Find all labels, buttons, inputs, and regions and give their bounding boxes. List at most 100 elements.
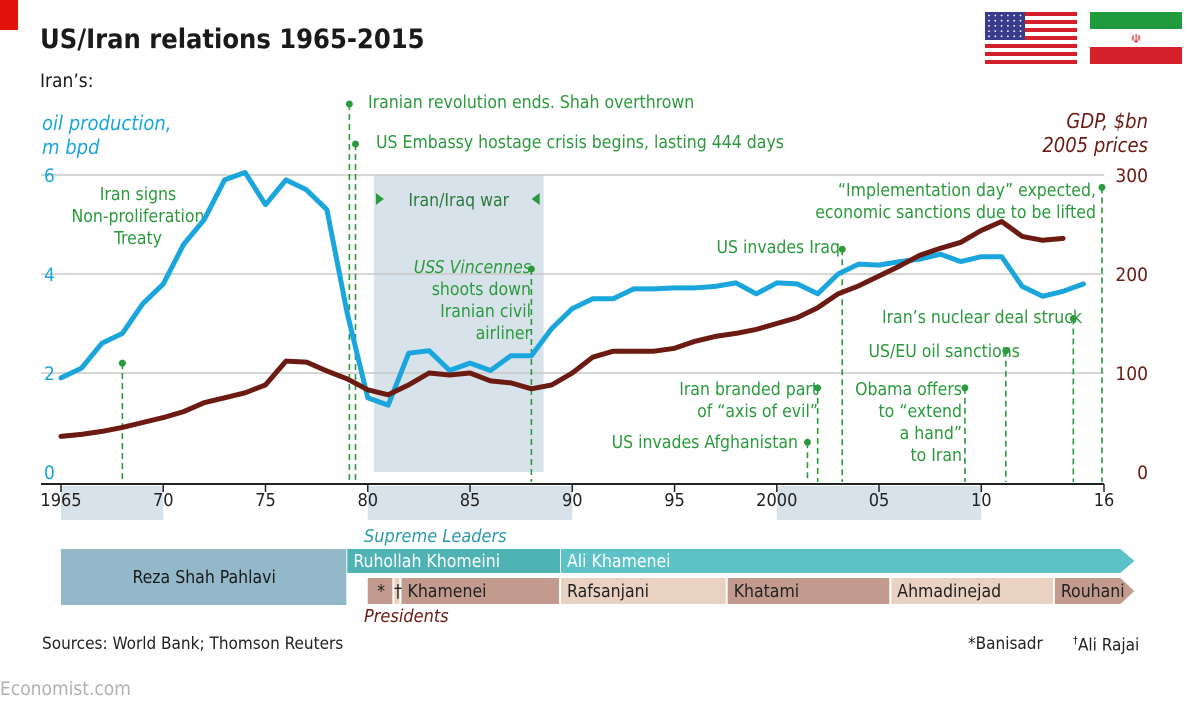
sources-note: Sources: World Bank; Thomson Reuters bbox=[42, 634, 344, 654]
left-axis-tick: 2 bbox=[44, 363, 55, 385]
flag-star bbox=[1000, 35, 1003, 38]
x-tick-label: 70 bbox=[153, 490, 174, 511]
event-dot bbox=[838, 245, 846, 253]
right-axis-tick: 200 bbox=[1115, 264, 1148, 286]
flag-star bbox=[988, 35, 990, 38]
war-label: Iran/Iraq war bbox=[408, 191, 509, 211]
president-bar bbox=[401, 578, 560, 604]
left-axis-tick: 0 bbox=[44, 462, 55, 484]
economist-brand: Economist.com bbox=[0, 678, 131, 700]
right-axis-tick: 0 bbox=[1137, 462, 1148, 484]
event-label: Iran’s nuclear deal struck bbox=[882, 308, 1083, 328]
president-label: Khatami bbox=[734, 582, 799, 602]
president-bar bbox=[1054, 578, 1135, 604]
x-tick-label: 16 bbox=[1094, 490, 1115, 511]
event-label: US/EU oil sanctions bbox=[868, 342, 1020, 362]
president-label: * bbox=[377, 582, 385, 602]
flag-star bbox=[994, 35, 997, 38]
flag-stripe bbox=[985, 48, 1077, 52]
shah-box bbox=[61, 549, 347, 605]
shah-label: Reza Shah Pahlavi bbox=[132, 568, 275, 588]
gdp-series-line bbox=[58, 219, 1066, 439]
flag-star bbox=[1019, 14, 1022, 17]
event-label: US invades Iraq bbox=[717, 238, 840, 258]
event-label: Obama offers bbox=[855, 380, 962, 400]
president-bar bbox=[561, 578, 726, 604]
left-axis-tick: 6 bbox=[44, 165, 55, 187]
flag-star bbox=[1019, 30, 1022, 32]
flag-star bbox=[994, 19, 997, 22]
flag-star bbox=[994, 25, 997, 27]
event-label: “Implementation day” expected, bbox=[838, 181, 1096, 201]
flag-star bbox=[1000, 30, 1003, 32]
leader-bar bbox=[347, 549, 561, 573]
flag-star bbox=[1013, 19, 1016, 22]
right-axis-tick: 100 bbox=[1115, 363, 1148, 385]
flag-stripe bbox=[985, 52, 1077, 56]
flag-stripe bbox=[985, 28, 1077, 32]
leader-bar bbox=[561, 549, 1135, 573]
flag-star bbox=[1007, 19, 1009, 22]
x-tick-label: 05 bbox=[869, 490, 890, 511]
supreme-leaders-label: Supreme Leaders bbox=[364, 526, 507, 547]
flag-star bbox=[1007, 35, 1009, 38]
decade-shade bbox=[61, 486, 164, 520]
event-dot bbox=[1069, 315, 1077, 323]
event-label: shoots down bbox=[432, 280, 531, 300]
event-dot bbox=[814, 384, 822, 392]
event-label: Non-proliferation bbox=[71, 207, 204, 227]
flag-star bbox=[988, 14, 990, 17]
president-bar bbox=[727, 578, 890, 604]
flag-stripe bbox=[985, 44, 1077, 48]
svg-text:☫: ☫ bbox=[1131, 32, 1142, 47]
flag-stripe bbox=[985, 32, 1077, 36]
event-label: US Embassy hostage crisis begins, lastin… bbox=[376, 133, 784, 153]
president-label: Rouhani bbox=[1061, 582, 1125, 602]
event-label: US invades Afghanistan bbox=[612, 433, 798, 453]
us-flag-icon bbox=[985, 12, 1077, 64]
flag-star bbox=[1019, 19, 1022, 22]
left-axis-title: oil production, bbox=[42, 111, 171, 135]
event-dot bbox=[803, 438, 811, 446]
president-bar bbox=[367, 578, 393, 604]
footnote-banisadr: *Banisadr bbox=[968, 634, 1043, 654]
flag-star bbox=[1013, 25, 1016, 27]
event-label: USS Vincennes bbox=[414, 258, 531, 278]
event-dot bbox=[961, 384, 969, 392]
chart-subtitle: Iran’s: bbox=[40, 70, 94, 92]
event-label: Iranian civil bbox=[440, 302, 531, 322]
event-label: Iranian revolution ends. Shah overthrown bbox=[368, 93, 694, 113]
iran-flag-icon: ☫ bbox=[1090, 12, 1182, 64]
flag-star bbox=[1000, 25, 1003, 27]
flag-star bbox=[1007, 25, 1009, 27]
flag-star bbox=[988, 30, 990, 32]
x-tick-label: 85 bbox=[460, 490, 481, 511]
flag-star bbox=[1000, 14, 1003, 17]
war-arrow-right bbox=[531, 193, 540, 205]
flag-stripe bbox=[985, 20, 1077, 24]
flag-star bbox=[1007, 14, 1009, 17]
x-tick-label: 10 bbox=[971, 490, 992, 511]
president-label: † bbox=[394, 582, 402, 602]
war-band bbox=[373, 175, 544, 472]
flag-star bbox=[988, 19, 990, 22]
x-tick-label: 2000 bbox=[756, 490, 797, 511]
x-tick-label: 95 bbox=[664, 490, 685, 511]
event-label: airliner bbox=[476, 324, 532, 344]
president-bar bbox=[394, 578, 400, 604]
event-label: a hand” bbox=[900, 424, 962, 444]
footnote-rajai: †Ali Rajai bbox=[1073, 634, 1139, 656]
left-axis-title: m bpd bbox=[42, 135, 100, 159]
flag-stripe bbox=[985, 36, 1077, 40]
flag-stripe bbox=[985, 12, 1077, 16]
event-dot bbox=[1002, 347, 1010, 355]
president-label: Rafsanjani bbox=[567, 582, 649, 602]
flag-star bbox=[1000, 19, 1003, 22]
flag-star bbox=[1019, 35, 1022, 38]
event-label: economic sanctions due to be lifted bbox=[815, 203, 1096, 223]
flag-star bbox=[994, 14, 997, 17]
x-tick-label: 90 bbox=[562, 490, 583, 511]
flag-star bbox=[1013, 14, 1016, 17]
president-label: Ahmadinejad bbox=[897, 582, 1001, 602]
